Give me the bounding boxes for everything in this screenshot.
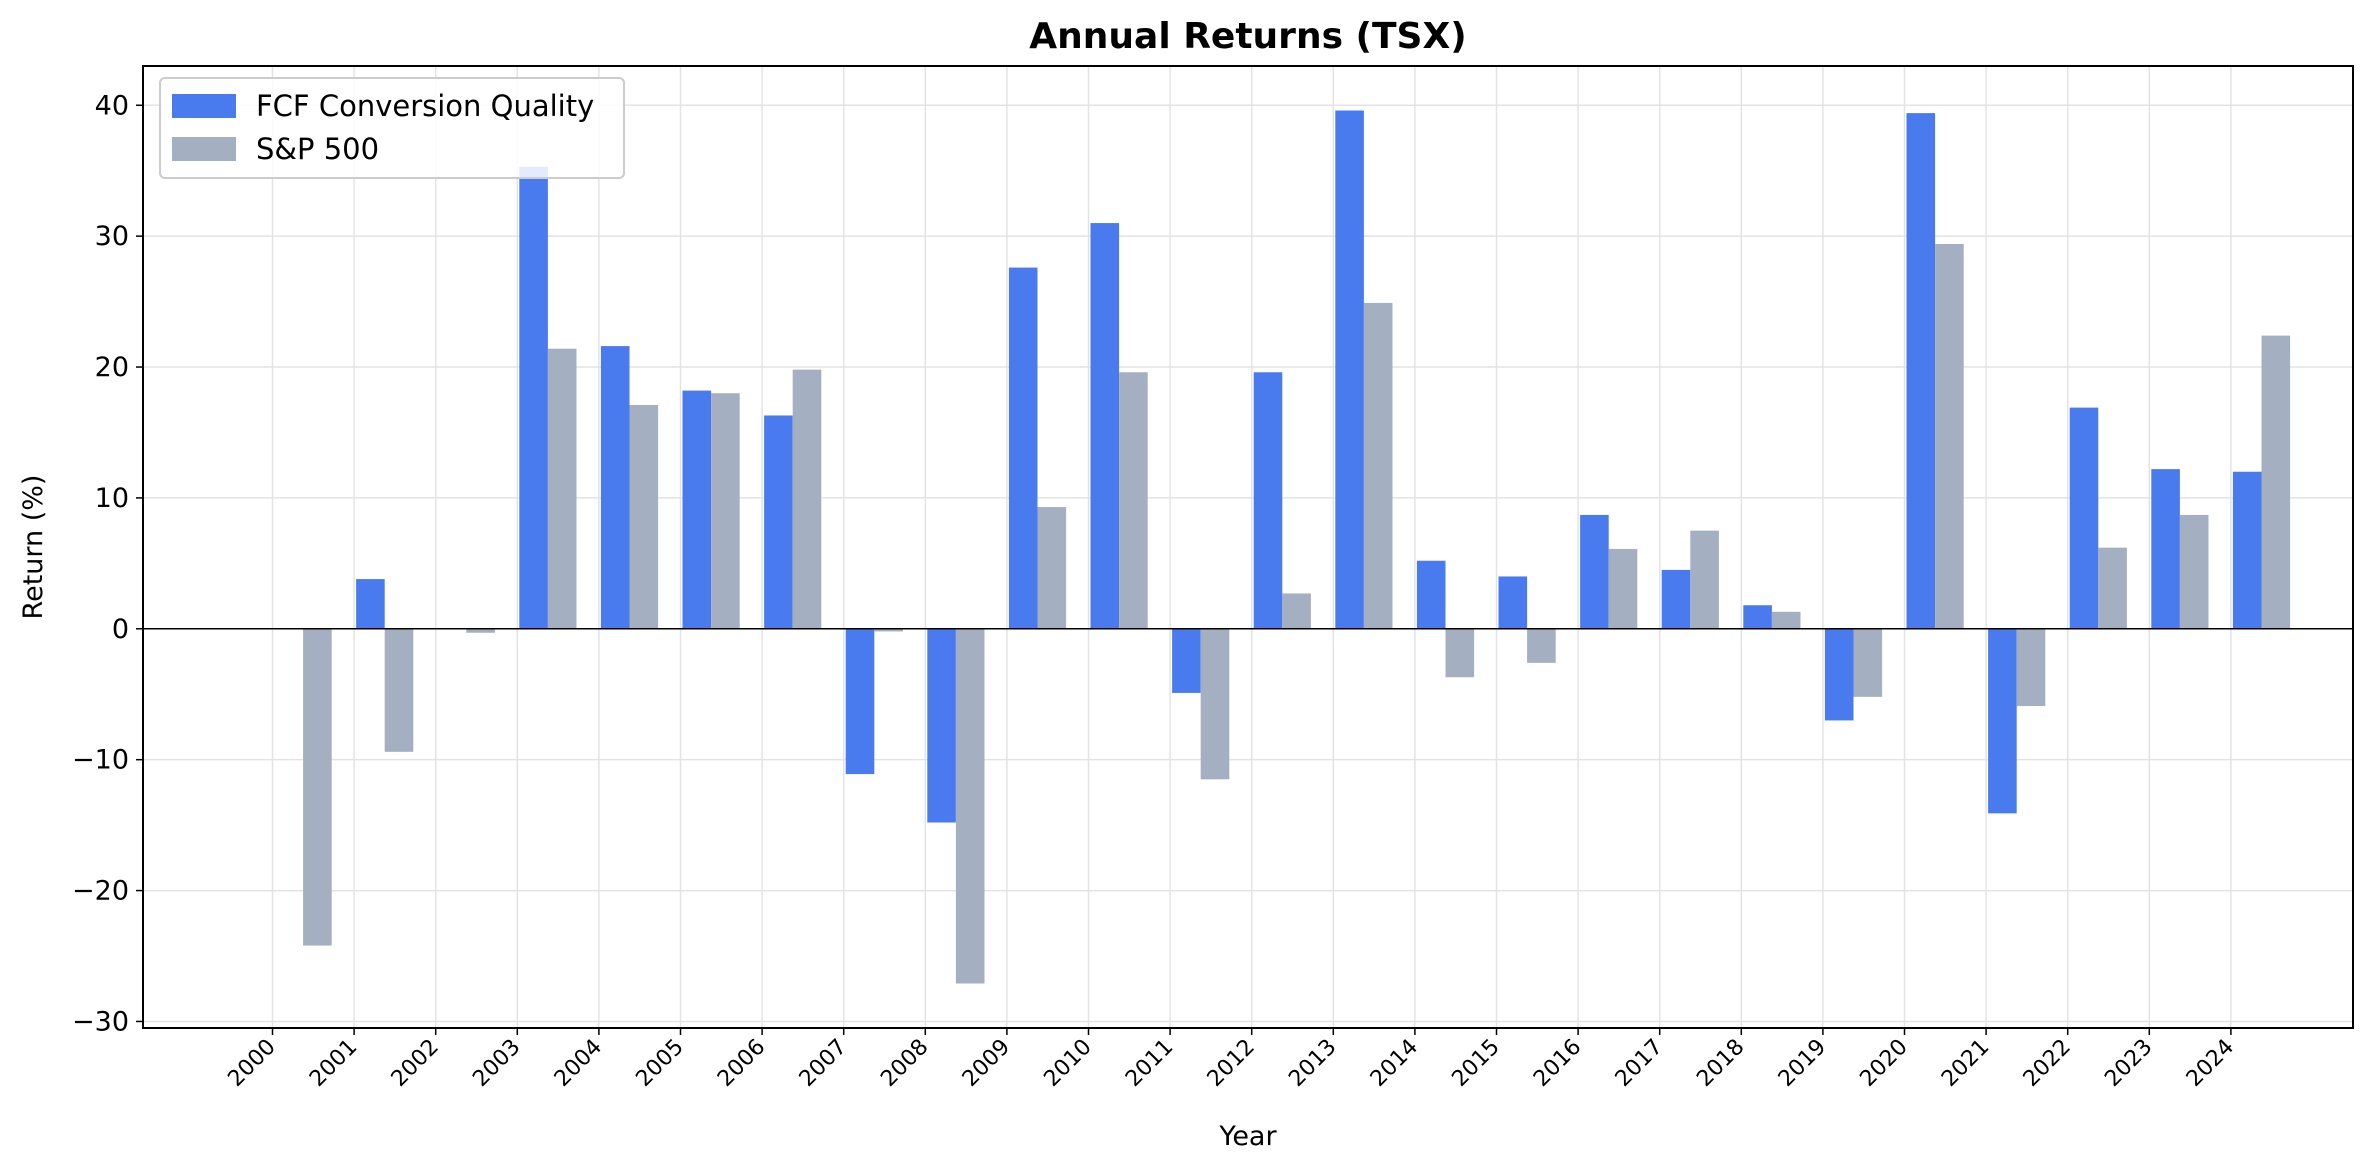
bar-s-p-500-2004	[629, 404, 659, 629]
bar-fcf-conversion-quality-2012	[1253, 372, 1283, 629]
bar-s-p-500-2023	[2179, 514, 2209, 629]
bar-s-p-500-2024	[2261, 335, 2291, 629]
bar-fcf-conversion-quality-2024	[2232, 471, 2262, 629]
bar-fcf-conversion-quality-2009	[1008, 267, 1038, 629]
y-tick-label: 0	[112, 614, 129, 645]
bar-fcf-conversion-quality-2008	[927, 628, 956, 823]
bar-s-p-500-2009	[1037, 507, 1067, 629]
legend-swatch-fcf-conversion-quality	[172, 94, 236, 118]
bar-fcf-conversion-quality-2022	[2069, 407, 2099, 629]
bar-fcf-conversion-quality-2007	[845, 628, 875, 775]
bar-s-p-500-2020	[1935, 244, 1964, 629]
bar-s-p-500-2018	[1771, 611, 1801, 629]
bar-s-p-500-2014	[1445, 628, 1475, 678]
bar-s-p-500-2007	[874, 628, 903, 632]
bar-s-p-500-2001	[384, 628, 414, 752]
bar-fcf-conversion-quality-2023	[2151, 469, 2180, 629]
x-axis-label: Year	[1218, 1121, 1277, 1152]
bar-fcf-conversion-quality-2014	[1416, 560, 1446, 629]
bar-s-p-500-2008	[955, 628, 985, 984]
y-tick-label: 20	[95, 352, 129, 383]
bar-fcf-conversion-quality-2011	[1172, 628, 1201, 693]
bar-fcf-conversion-quality-2003	[519, 166, 548, 629]
bar-s-p-500-2010	[1119, 372, 1148, 629]
bars	[303, 110, 2291, 984]
bar-s-p-500-2006	[792, 369, 822, 629]
y-tick-label: −20	[72, 876, 129, 907]
plot-frame	[142, 65, 2354, 1029]
legend-label-fcf-conversion-quality: FCF Conversion Quality	[256, 89, 594, 123]
bar-fcf-conversion-quality-2013	[1335, 110, 1364, 629]
legend-swatch-sp-500	[172, 137, 236, 161]
legend-box	[159, 77, 625, 179]
legend-label-sp-500: S&P 500	[256, 132, 379, 166]
bar-fcf-conversion-quality-2010	[1090, 223, 1120, 629]
bar-fcf-conversion-quality-2005	[682, 390, 712, 629]
bar-s-p-500-2016	[1608, 548, 1638, 629]
bar-fcf-conversion-quality-2020	[1906, 113, 1936, 629]
bar-s-p-500-2015	[1527, 628, 1556, 663]
y-axis-label: Return (%)	[18, 475, 49, 620]
bar-fcf-conversion-quality-2004	[600, 346, 630, 629]
y-tick-label: −10	[72, 745, 129, 776]
y-axis-ticks: −30 −20 −10 0 10 20 30 40	[72, 90, 143, 1037]
bar-fcf-conversion-quality-2015	[1498, 576, 1528, 629]
bar-fcf-conversion-quality-2021	[1988, 628, 2017, 814]
bar-fcf-conversion-quality-2016	[1580, 514, 1609, 629]
bar-s-p-500-2000	[303, 628, 332, 946]
bar-s-p-500-2019	[1853, 628, 1883, 697]
bar-fcf-conversion-quality-2001	[356, 579, 385, 629]
bar-fcf-conversion-quality-2017	[1661, 569, 1691, 629]
bar-s-p-500-2017	[1690, 530, 1719, 629]
bar-fcf-conversion-quality-2019	[1824, 628, 1854, 721]
bar-s-p-500-2005	[711, 393, 740, 629]
bar-fcf-conversion-quality-2006	[764, 415, 793, 629]
bar-s-p-500-2012	[1282, 593, 1311, 629]
chart-title: Annual Returns (TSX)	[1029, 16, 1466, 57]
y-tick-label: 10	[95, 483, 129, 514]
y-tick-label: 30	[95, 221, 129, 252]
bar-s-p-500-2011	[1200, 628, 1230, 780]
bar-s-p-500-2003	[547, 348, 577, 629]
x-gridlines	[271, 66, 2232, 1028]
bar-s-p-500-2013	[1363, 302, 1393, 629]
legend: FCF Conversion Quality S&P 500	[159, 77, 625, 179]
plot-area	[143, 66, 2353, 1028]
bar-fcf-conversion-quality-2018	[1743, 605, 1772, 629]
y-tick-label: −30	[72, 1006, 129, 1037]
bar-s-p-500-2002	[466, 628, 495, 633]
y-tick-label: 40	[95, 90, 129, 121]
bar-s-p-500-2022	[2098, 547, 2127, 629]
bar-s-p-500-2021	[2016, 628, 2046, 707]
